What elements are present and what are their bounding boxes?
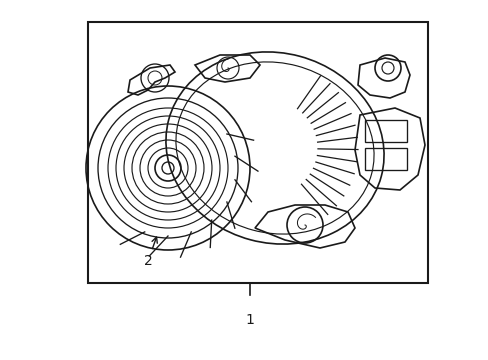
- Bar: [364, 120, 406, 142]
- Bar: [88, 22, 427, 283]
- Bar: [364, 148, 406, 170]
- Text: 2: 2: [143, 237, 157, 268]
- Text: 1: 1: [245, 313, 254, 327]
